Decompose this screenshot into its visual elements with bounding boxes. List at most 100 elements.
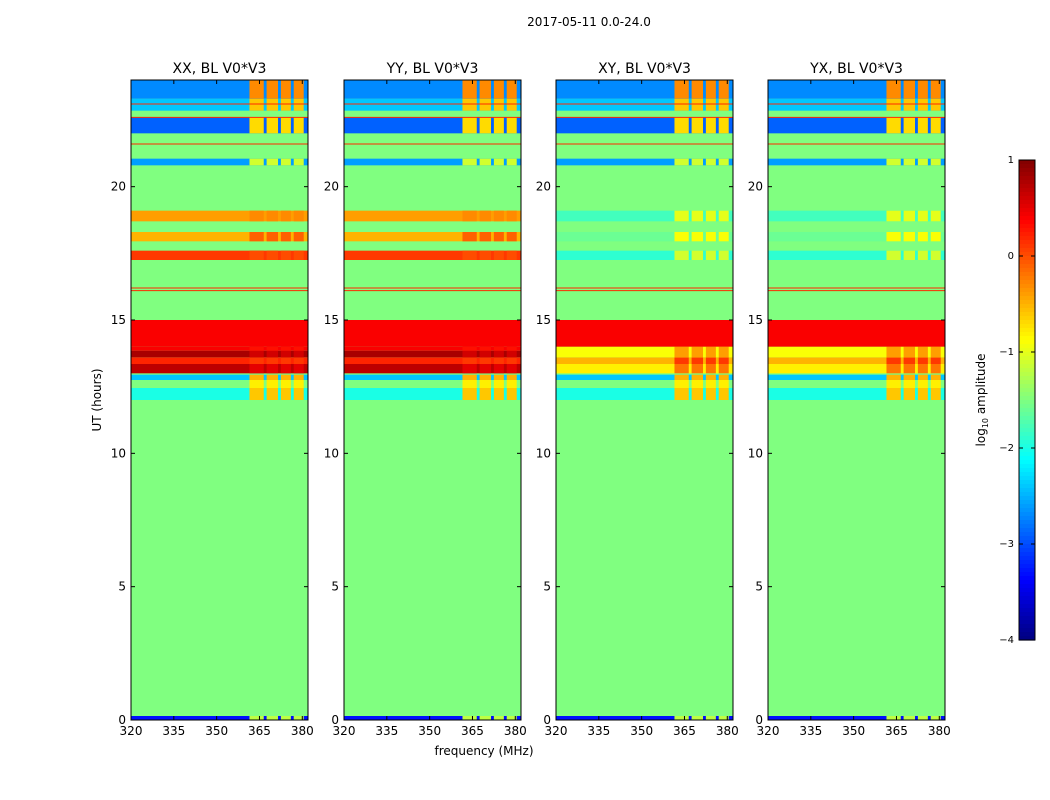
colorbar-stripe bbox=[1019, 292, 1035, 297]
band-row bbox=[344, 232, 521, 242]
band-cell bbox=[249, 388, 264, 400]
band-cell bbox=[674, 380, 689, 388]
band-cell bbox=[917, 388, 928, 400]
band-cell bbox=[691, 232, 704, 242]
band-cell bbox=[705, 346, 716, 358]
colorbar-stripe bbox=[1019, 372, 1035, 377]
colorbar-frame bbox=[1018, 159, 1036, 641]
band-cell bbox=[674, 388, 689, 400]
colorbar-stripe bbox=[1019, 456, 1035, 461]
band-cell bbox=[293, 80, 304, 99]
y-tick-label: 5 bbox=[543, 580, 551, 594]
y-tick-label: 20 bbox=[111, 180, 126, 194]
y-tick-label: 20 bbox=[748, 180, 763, 194]
band-cell bbox=[249, 250, 264, 260]
x-tick-label: 380 bbox=[291, 724, 314, 738]
band-cell bbox=[293, 232, 304, 242]
colorbar-stripe bbox=[1019, 252, 1035, 257]
band-cell bbox=[705, 250, 716, 260]
band-cell bbox=[718, 374, 729, 380]
colorbar-stripe bbox=[1019, 256, 1035, 261]
band-cell bbox=[493, 388, 504, 400]
colorbar-stripe bbox=[1019, 196, 1035, 201]
band-cell bbox=[718, 232, 729, 242]
band-row bbox=[556, 357, 733, 364]
band-cell bbox=[293, 346, 304, 351]
band-cell bbox=[917, 117, 928, 134]
band-cell bbox=[674, 250, 689, 260]
band-cell bbox=[674, 374, 689, 380]
band-cell bbox=[493, 380, 504, 388]
band-cell bbox=[479, 98, 492, 111]
colorbar-tick-label: −1 bbox=[999, 347, 1014, 358]
band-cell bbox=[917, 346, 928, 358]
colorbar-stripe bbox=[1019, 308, 1035, 313]
panel-frame bbox=[343, 79, 522, 721]
colorbar-stripe bbox=[1019, 348, 1035, 353]
band-cell bbox=[674, 117, 689, 134]
colorbar-stripe bbox=[1019, 560, 1035, 565]
band-cell bbox=[930, 117, 941, 134]
colorbar-stripe bbox=[1019, 180, 1035, 185]
x-tick-label: 335 bbox=[162, 724, 185, 738]
band-cell bbox=[493, 210, 504, 222]
colorbar-stripe bbox=[1019, 164, 1035, 169]
band-cell bbox=[249, 210, 264, 222]
colorbar-stripe bbox=[1019, 392, 1035, 397]
band-cell bbox=[718, 357, 729, 364]
y-tick-label: 15 bbox=[111, 313, 126, 327]
band-cell bbox=[705, 117, 716, 134]
band-cell bbox=[506, 364, 517, 374]
band-row bbox=[344, 364, 521, 374]
y-tick-label: 10 bbox=[111, 446, 126, 460]
colorbar-stripe bbox=[1019, 552, 1035, 557]
band-cell bbox=[886, 388, 901, 400]
band-cell bbox=[903, 374, 916, 380]
y-tick-label: 0 bbox=[543, 713, 551, 727]
band-cell bbox=[249, 80, 264, 99]
x-tick-label: 365 bbox=[248, 724, 271, 738]
band-cell bbox=[249, 374, 264, 380]
band-row bbox=[768, 346, 945, 358]
band-row bbox=[344, 250, 521, 260]
y-tick-label: 10 bbox=[748, 446, 763, 460]
band-cell bbox=[674, 210, 689, 222]
colorbar-stripe bbox=[1019, 244, 1035, 249]
colorbar-tick-label: −3 bbox=[999, 539, 1014, 550]
x-tick-label: 335 bbox=[587, 724, 610, 738]
band-cell bbox=[718, 346, 729, 358]
band-row bbox=[344, 210, 521, 222]
colorbar-stripe bbox=[1019, 208, 1035, 213]
band-cell bbox=[886, 374, 901, 380]
colorbar-stripe bbox=[1019, 452, 1035, 457]
band-cell bbox=[506, 210, 517, 222]
band-cell bbox=[462, 346, 477, 351]
band-cell bbox=[249, 232, 264, 242]
colorbar-stripe bbox=[1019, 540, 1035, 545]
band-cell bbox=[691, 357, 704, 364]
colorbar-stripe bbox=[1019, 496, 1035, 501]
colorbar-stripe bbox=[1019, 212, 1035, 217]
colorbar-label-amplitude: amplitude bbox=[974, 354, 988, 418]
colorbar-stripe bbox=[1019, 440, 1035, 445]
band-cell bbox=[506, 346, 517, 351]
band-cell bbox=[493, 80, 504, 99]
colorbar-stripe bbox=[1019, 480, 1035, 485]
band-cell bbox=[886, 80, 901, 99]
band-cell bbox=[280, 210, 291, 222]
panel-xx: XX, BL V0*V3 320 335 350 365 380 0 5 10 15 20 bbox=[111, 61, 314, 738]
panel-xy: XY, BL V0*V3 320 335 350 365 380 0 5 10 15 20 bbox=[536, 61, 739, 738]
band-row bbox=[131, 374, 308, 380]
colorbar-stripe bbox=[1019, 356, 1035, 361]
band-cell bbox=[493, 117, 504, 134]
band-cell bbox=[917, 210, 928, 222]
colorbar-stripe bbox=[1019, 572, 1035, 577]
band-cell bbox=[705, 716, 716, 720]
colorbar-stripe bbox=[1019, 584, 1035, 589]
colorbar-stripe bbox=[1019, 512, 1035, 517]
band-cell bbox=[249, 158, 264, 166]
band-cell bbox=[293, 98, 304, 111]
band-cell bbox=[266, 158, 279, 166]
band-cell bbox=[674, 80, 689, 99]
colorbar-stripe bbox=[1019, 592, 1035, 597]
